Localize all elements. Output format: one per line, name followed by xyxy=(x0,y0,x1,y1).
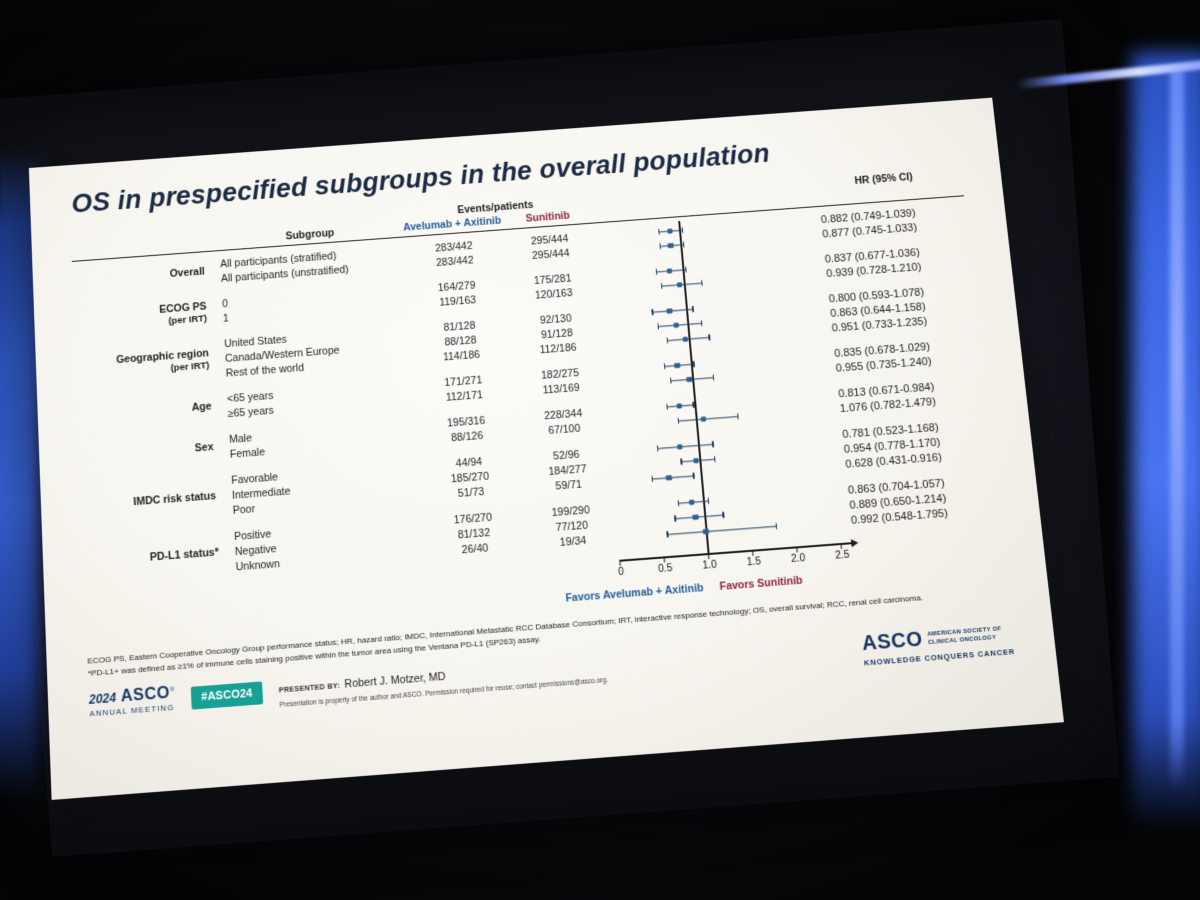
confidence-interval-line xyxy=(666,525,777,536)
point-estimate-marker xyxy=(686,376,693,383)
forest-plot-region: Overall All participants (stratified) 283/… xyxy=(72,202,1007,645)
x-axis-arrowhead-icon xyxy=(850,538,859,548)
subgroup-category-name: Overall xyxy=(169,266,206,281)
axis-tick: 0.5 xyxy=(658,556,673,575)
subgroup-category-name: Age xyxy=(191,400,212,415)
confidence-interval-line xyxy=(657,322,703,328)
confidence-interval-line xyxy=(674,514,725,520)
point-estimate-marker xyxy=(682,336,689,342)
subgroup-category-name: IMDC risk status xyxy=(133,489,217,509)
point-estimate-marker xyxy=(674,362,681,369)
axis-tick: 1.0 xyxy=(702,552,717,572)
point-estimate-marker xyxy=(700,415,707,422)
asco-annual-meeting-logo: 2024 ASCO® ANNUAL MEETING xyxy=(88,685,176,719)
confidence-interval-line xyxy=(677,415,739,422)
meeting-year: 2024 xyxy=(88,690,117,708)
subgroup-category: Sex xyxy=(79,440,230,464)
axis-tick: 0 xyxy=(618,559,624,578)
presented-by-label: PRESENTED BY: xyxy=(278,682,341,695)
presentation-slide: OS in prespecified subgroups in the over… xyxy=(28,97,1064,800)
point-estimate-marker xyxy=(702,528,709,535)
point-estimate-marker xyxy=(666,307,673,314)
point-estimate-marker xyxy=(665,474,672,481)
confidence-interval-line xyxy=(657,443,714,450)
confidence-interval-line xyxy=(651,474,695,480)
axis-tick-label: 2.0 xyxy=(790,552,806,566)
asco-logo-wordmark: ASCO xyxy=(861,628,924,656)
subgroup-category-name: PD-L1 status* xyxy=(149,546,220,564)
axis-tick-label: 1.5 xyxy=(746,556,762,569)
stage-light-right xyxy=(1132,52,1200,832)
subgroup-category-name: Sex xyxy=(194,441,214,455)
subgroup-category: Overall xyxy=(72,265,221,289)
point-estimate-marker xyxy=(676,281,683,288)
axis-tick-label: 2.5 xyxy=(834,549,850,562)
point-estimate-marker xyxy=(688,499,695,506)
confidence-interval-line xyxy=(651,308,694,313)
point-estimate-marker xyxy=(692,513,699,520)
presented-by-block: PRESENTED BY: Robert J. Motzer, MD Prese… xyxy=(278,654,609,710)
point-estimate-marker xyxy=(693,457,700,464)
axis-tick-label: 0 xyxy=(617,566,625,579)
presenter-name: Robert J. Motzer, MD xyxy=(344,670,446,691)
axis-tick: 2.0 xyxy=(791,546,806,565)
point-estimate-marker xyxy=(667,242,674,249)
point-estimate-marker xyxy=(676,443,683,450)
registered-mark: ® xyxy=(169,686,175,694)
asco-society-logo: ASCO AMERICAN SOCIETY OF CLINICAL ONCOLO… xyxy=(861,621,1016,668)
point-estimate-marker xyxy=(666,267,673,274)
subgroup-category: Geographic region (per IRT) xyxy=(76,346,226,382)
subgroup-category: IMDC risk status xyxy=(81,489,232,513)
axis-tick-label: 1.0 xyxy=(702,559,718,572)
point-estimate-marker xyxy=(666,228,673,234)
subgroup-category: ECOG PS (per IRT) xyxy=(74,299,224,334)
axis-tick-label: 0.5 xyxy=(657,562,673,576)
point-estimate-marker xyxy=(673,322,680,328)
point-estimate-marker xyxy=(676,402,683,409)
subgroup-category: Age xyxy=(78,400,228,424)
axis-tick: 1.5 xyxy=(746,549,761,568)
subgroup-category: PD-L1 status* xyxy=(83,545,235,570)
hashtag-badge: #ASCO24 xyxy=(190,681,264,710)
stage-light-right-core xyxy=(1170,70,1184,790)
forest-plot-body: Overall All participants (stratified) 283/… xyxy=(72,202,1000,586)
